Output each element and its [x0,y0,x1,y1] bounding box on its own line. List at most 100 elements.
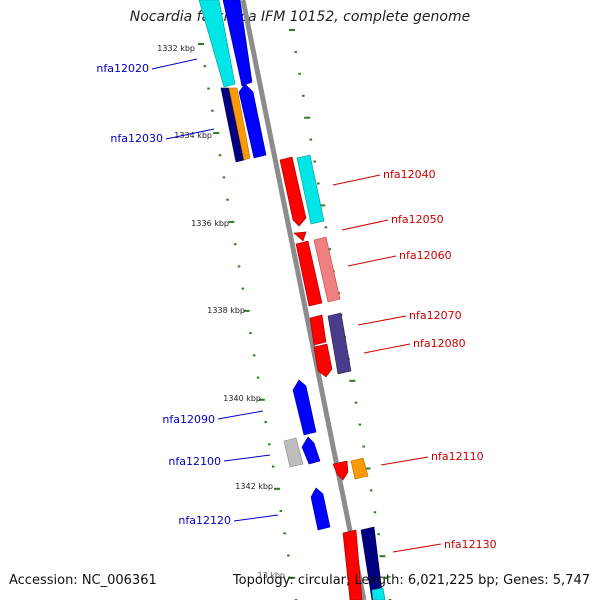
tick-mark [222,176,226,179]
tick-mark [233,243,237,246]
leader-line-right [332,174,381,186]
tick-mark [373,511,377,514]
leader-line-right [363,343,411,354]
tick-mark [289,29,295,31]
leader-line-left [223,454,271,462]
tick-mark [358,423,362,426]
accession-text: Accession: NC_006361 [9,573,157,588]
tick-mark [228,220,235,223]
gene-pink-nfa12060[interactable] [313,236,341,303]
tick-mark [271,465,275,468]
gene-cyan-top[interactable] [198,0,236,88]
gene-blue-top[interactable] [222,0,253,87]
tick-mark [294,50,297,53]
tick-marks [198,29,392,600]
scale-label: 1338 kbp [207,306,245,315]
gene-navy-nfa12130[interactable] [360,526,384,600]
gene-orange-nfa12110[interactable] [350,457,369,480]
tick-mark [279,510,283,512]
scale-label: 1336 kbp [191,219,229,228]
gene-label-right[interactable]: nfa12070 [409,309,462,322]
leader-line-left [151,58,198,70]
tick-mark [289,576,296,579]
leader-line-right [392,543,442,553]
tick-mark [349,379,356,382]
gene-label-right[interactable]: nfa12110 [431,450,484,463]
tick-mark [309,138,313,141]
gene-label-left[interactable]: nfa12020 [96,62,149,75]
leader-lines [151,58,442,553]
leader-line-left [217,410,264,420]
gene-label-right[interactable]: nfa12080 [413,337,466,350]
gene-blue-nfa12120[interactable] [310,487,331,531]
gene-label-left[interactable]: nfa12090 [162,413,215,426]
gene-label-left[interactable]: nfa12120 [178,514,231,527]
tick-mark [198,43,204,45]
leader-line-right [341,219,389,231]
tick-mark [268,443,271,446]
leader-line-left [233,514,279,522]
gene-purple-nfa12080[interactable] [327,312,352,375]
tick-mark [256,376,260,379]
gene-label-right[interactable]: nfa12130 [444,538,497,551]
gene-red-nfa12130[interactable] [342,529,363,600]
tick-mark [207,87,210,90]
leader-line-right [380,456,429,466]
gene-red-nfa12110[interactable] [332,460,349,481]
tick-mark [241,287,245,290]
gene-label-left[interactable]: nfa12100 [168,455,221,468]
gene-blue-nfa12090[interactable] [292,379,317,436]
tick-mark [362,445,365,448]
tick-mark [274,487,280,490]
scale-label: 1340 kbp [223,394,261,403]
gene-label-right[interactable]: nfa12050 [391,213,444,226]
tick-mark [203,65,207,68]
gene-label-right[interactable]: nfa12060 [399,249,452,262]
tick-mark [218,154,222,157]
gene-red-small-nfa12050[interactable] [293,231,307,242]
tick-mark [249,332,252,335]
leader-line-left [165,128,215,140]
tick-mark [328,248,331,251]
tick-mark [302,94,305,97]
gene-red-nfa12060[interactable] [295,240,323,307]
gene-cyan-nfa12040[interactable] [296,154,325,225]
tick-mark [379,555,386,558]
tick-mark [369,489,373,492]
tick-mark [385,577,388,580]
gene-label-right[interactable]: nfa12040 [383,168,436,181]
tick-mark [298,72,301,75]
scale-label: 13 kbp [257,571,285,580]
tick-mark [377,533,380,536]
tick-mark [317,182,320,185]
genes-reverse-strand [198,0,331,531]
gene-grey-nfa12100[interactable] [283,437,304,468]
tick-mark [287,554,290,557]
leader-line-right [347,255,397,267]
genes-forward-strand [279,154,386,600]
tick-mark [313,160,316,163]
gene-red-nfa12080[interactable] [313,343,333,378]
gene-label-left[interactable]: nfa12030 [110,132,163,145]
genome-backbone [240,0,367,600]
gene-cyan-bottom[interactable] [371,587,386,600]
gene-blue-nfa12100[interactable] [301,436,321,465]
tick-mark [304,116,311,119]
tick-mark [264,421,267,424]
gene-labels: nfa12020 nfa12030 nfa12090 nfa12100 nfa1… [96,62,496,551]
tick-mark [252,354,256,357]
gene-orange-nfa12030[interactable] [228,87,251,161]
tick-mark [211,109,214,112]
gene-blue-nfa12030b[interactable] [238,83,267,159]
gene-red-nfa12040[interactable] [279,156,307,227]
topology-text: Topology: circular; Length: 6,021,225 bp… [232,573,590,588]
tick-mark [324,226,328,229]
gene-red-nfa12070[interactable] [309,314,327,346]
scale-label: 1332 kbp [157,44,195,53]
tick-mark [237,265,241,268]
scale-labels: 1332 kbp 1334 kbp 1336 kbp 1338 kbp 1340… [157,44,285,580]
tick-mark [319,204,326,207]
leader-line-right [357,315,407,326]
